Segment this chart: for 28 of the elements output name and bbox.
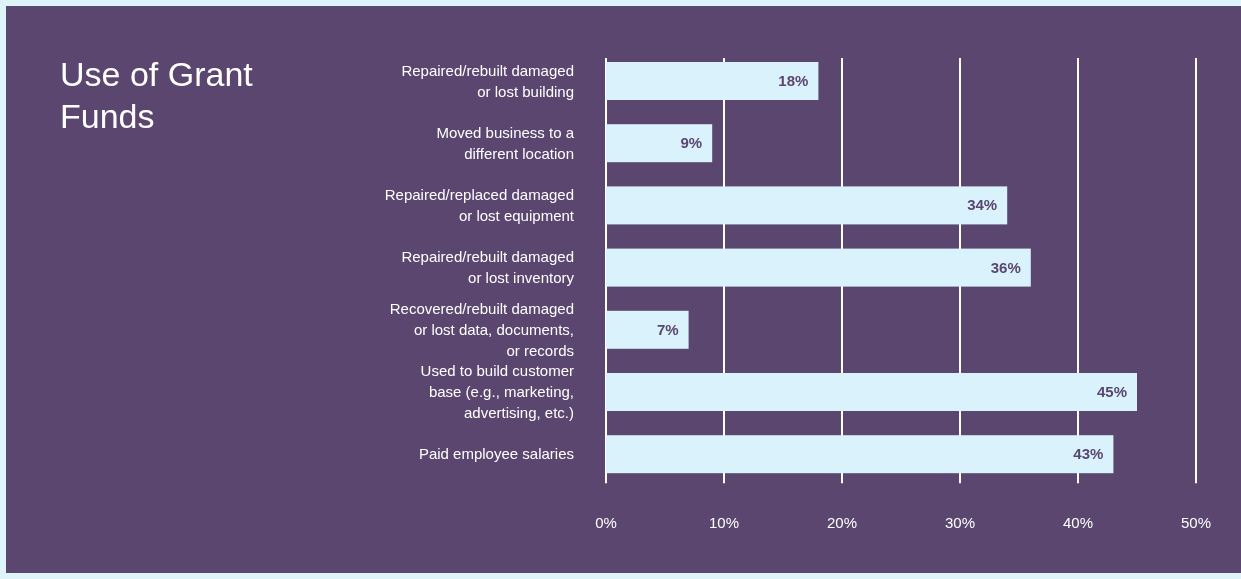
data-label: 45% xyxy=(1096,383,1127,400)
data-label: 9% xyxy=(680,134,703,152)
x-tick-label: 40% xyxy=(1062,514,1094,531)
y-tick-label: Repaired/rebuilt damaged or lost inventory xyxy=(401,248,575,287)
bar xyxy=(606,124,713,163)
bar xyxy=(606,373,1137,411)
data-label: 18% xyxy=(778,72,809,89)
y-tick-label: Moved business to a different location xyxy=(436,123,575,162)
bar xyxy=(606,310,689,349)
data-label: 36% xyxy=(990,258,1021,276)
data-label: 43% xyxy=(1073,445,1104,463)
y-tick-label: Paid employee salaries xyxy=(418,445,574,463)
x-tick-label: 20% xyxy=(826,514,858,531)
data-label: 7% xyxy=(656,320,679,338)
x-tick-label: 30% xyxy=(944,514,976,531)
y-tick-label: Recovered/rebuilt damaged or lost data, documents, or records xyxy=(389,299,574,359)
bar xyxy=(606,248,1031,287)
x-tick-label: 10% xyxy=(708,514,740,531)
y-tick-label: Repaired/replaced damaged or lost equipment xyxy=(384,185,575,224)
data-label: 34% xyxy=(967,196,998,214)
text: Use of Grant Funds xyxy=(60,55,254,135)
bar xyxy=(606,62,819,100)
bar xyxy=(606,186,1008,225)
x-tick-label: 0% xyxy=(595,514,617,531)
x-tick-label: 50% xyxy=(1180,514,1212,531)
y-tick-label: Repaired/rebuilt damaged or lost building xyxy=(401,61,574,100)
bar xyxy=(606,435,1114,474)
y-tick-label: Used to build customer base (e.g., marketing, advertising, etc.) xyxy=(420,362,574,421)
